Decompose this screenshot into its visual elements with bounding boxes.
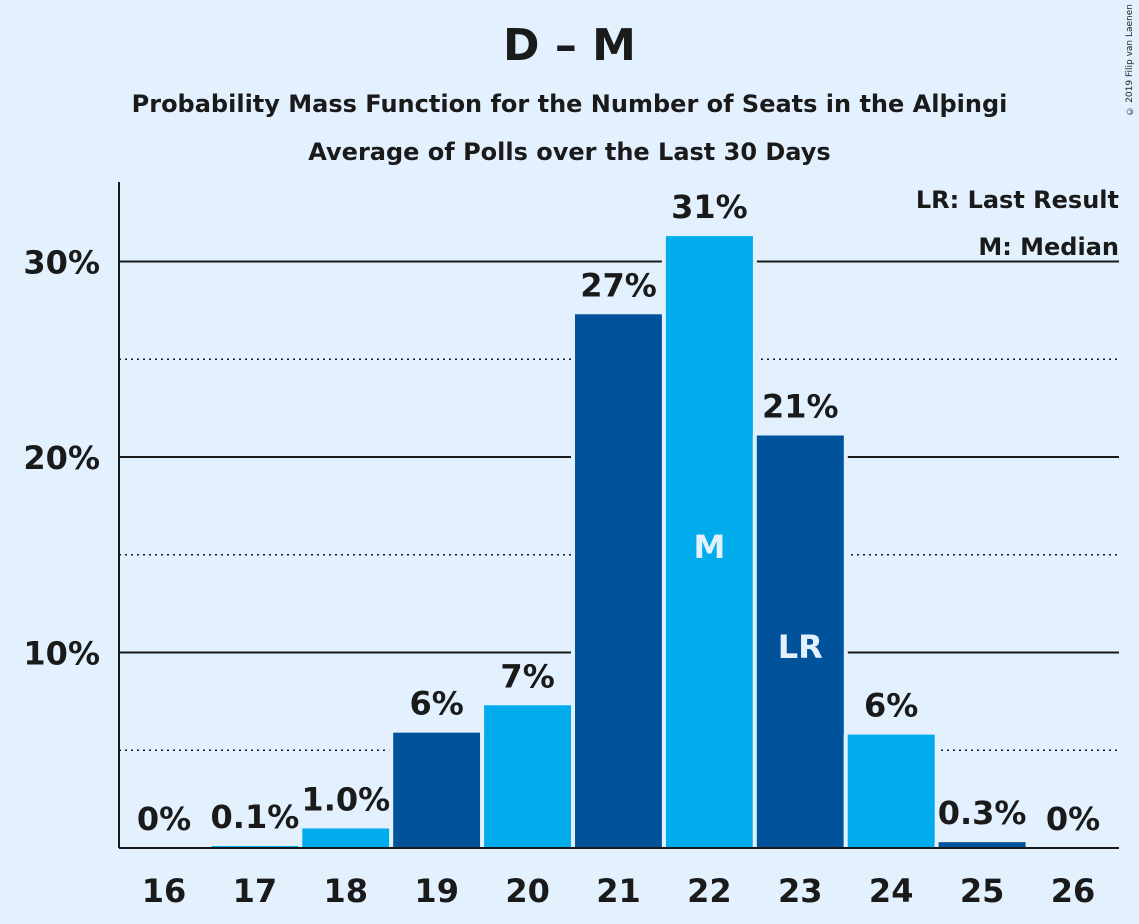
bar-value-label: 0.3% (938, 794, 1027, 832)
bar-value-label: 7% (500, 657, 554, 695)
x-tick-label: 17 (233, 872, 278, 910)
bar-label-bg (586, 266, 651, 305)
chart-subtitle-2: Average of Polls over the Last 30 Days (308, 138, 831, 166)
bar-value-label: 0% (1046, 800, 1100, 838)
bar (302, 828, 390, 848)
legend-entry: M: Median (978, 233, 1119, 261)
legend: LR: Last Result M: Median (916, 186, 1119, 261)
legend-entry: LR: Last Result (916, 186, 1119, 214)
x-tick-label: 24 (869, 872, 914, 910)
bar-label-bg (767, 387, 833, 426)
bar-label-bg (1050, 800, 1096, 838)
bar-label-bg (868, 686, 915, 725)
chart-subtitle: Probability Mass Function for the Number… (131, 90, 1008, 118)
bars (207, 236, 1030, 848)
x-tick-label: 23 (778, 872, 823, 910)
bar (938, 842, 1026, 848)
y-tick-label: 30% (23, 244, 100, 282)
bar-value-label: 6% (410, 685, 464, 723)
bar-marker-label: M (693, 528, 725, 566)
bar-value-label: 21% (762, 387, 839, 425)
bar-labels: 0% 0.1% 1.0% 6% 7% 27% 31% 21% 6% 0.3% 0% M LR (137, 188, 1100, 838)
x-tick-label: 25 (960, 872, 1005, 910)
y-tick-label: 20% (23, 439, 100, 477)
bar-label-bg (504, 657, 551, 696)
bar-value-label: 0% (137, 800, 191, 838)
bar (575, 314, 662, 848)
bar-label-bg (676, 188, 742, 227)
x-tick-label: 21 (596, 872, 641, 910)
bar-label-bg (212, 798, 297, 837)
bar-value-label: 27% (580, 266, 657, 304)
x-tick-label: 16 (142, 872, 187, 910)
bar-value-label: 0.1% (211, 798, 300, 836)
bar-value-label: 6% (864, 687, 918, 725)
x-tick-label: 22 (687, 872, 732, 910)
bar-marker-label: LR (778, 628, 823, 666)
x-tick-label: 18 (324, 872, 369, 910)
x-tick-label: 19 (414, 872, 459, 910)
chart-title: D – M (503, 20, 636, 71)
y-tick-label: 10% (23, 635, 100, 673)
axes: 10% 20% 30% 16 17 18 19 20 21 22 23 24 25 26 (23, 182, 1119, 910)
bar (847, 734, 935, 848)
bar-value-label: 31% (671, 188, 748, 226)
bar (393, 732, 481, 848)
bar (665, 236, 753, 848)
bar-label-bg (413, 684, 460, 723)
x-tick-label: 20 (505, 872, 550, 910)
bar-label-bg (303, 780, 388, 819)
bar (484, 705, 572, 848)
bar-label-bg (940, 794, 1025, 833)
bar (756, 435, 844, 848)
bar-value-label: 1.0% (301, 780, 390, 818)
x-tick-label: 26 (1051, 872, 1096, 910)
bar-label-bg (141, 800, 187, 838)
